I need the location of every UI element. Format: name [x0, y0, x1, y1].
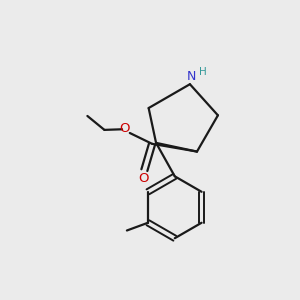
Text: H: H — [199, 68, 207, 77]
Text: O: O — [119, 122, 130, 135]
Text: O: O — [139, 172, 149, 185]
Text: N: N — [187, 70, 196, 83]
